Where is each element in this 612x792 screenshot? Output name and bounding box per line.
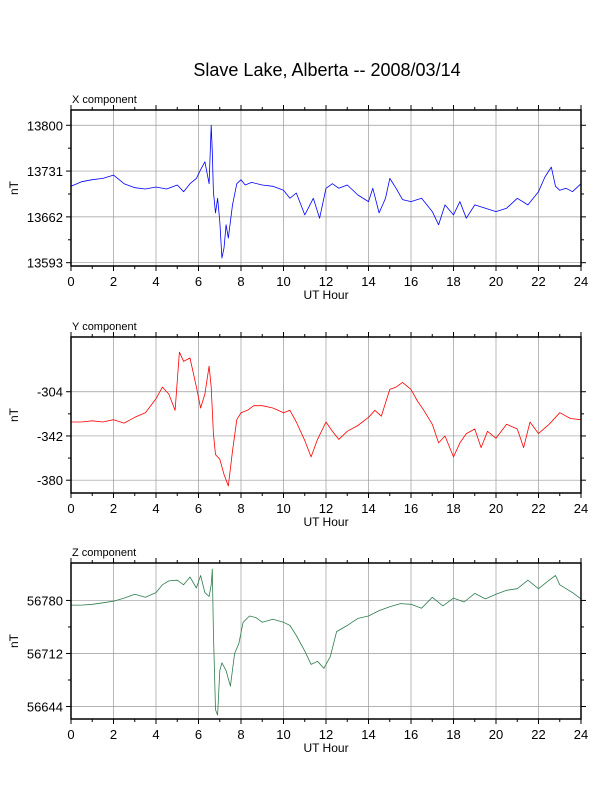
y-tick-label: 13800 <box>27 118 63 133</box>
x-tick-label: 16 <box>404 501 418 516</box>
x-tick-label: 22 <box>531 727 545 742</box>
figure-title: Slave Lake, Alberta -- 2008/03/14 <box>193 60 460 80</box>
x-tick-label: 2 <box>110 501 117 516</box>
x-tick-label: 16 <box>404 274 418 289</box>
x-axis-title: UT Hour <box>303 288 348 302</box>
x-tick-label: 22 <box>531 274 545 289</box>
x-tick-label: 24 <box>574 274 588 289</box>
x-tick-label: 14 <box>361 501 375 516</box>
panel-label: Z component <box>72 547 136 559</box>
y-tick-label: -380 <box>37 473 63 488</box>
x-tick-label: 12 <box>319 501 333 516</box>
x-tick-label: 8 <box>237 727 244 742</box>
y-tick-label: 13731 <box>27 164 63 179</box>
y-tick-label: 56644 <box>27 700 63 715</box>
y-axis-title: nT <box>7 407 21 422</box>
x-tick-label: 24 <box>574 501 588 516</box>
x-tick-label: 10 <box>276 274 290 289</box>
panel-label: X component <box>72 94 137 106</box>
panel-label: Y component <box>72 321 137 333</box>
y-tick-label: 56712 <box>27 646 63 661</box>
x-tick-label: 20 <box>489 727 503 742</box>
y-tick-label: -342 <box>37 429 63 444</box>
y-axis-title: nT <box>7 180 21 195</box>
x-tick-label: 2 <box>110 727 117 742</box>
series-line-1 <box>71 568 582 716</box>
x-tick-label: 0 <box>67 274 74 289</box>
x-tick-label: 0 <box>67 727 74 742</box>
series-line-1 <box>71 351 582 487</box>
y-tick-label: 56780 <box>27 593 63 608</box>
x-tick-label: 2 <box>110 274 117 289</box>
x-tick-label: 12 <box>319 727 333 742</box>
x-tick-label: 4 <box>152 274 159 289</box>
x-tick-label: 14 <box>361 727 375 742</box>
x-tick-label: 10 <box>276 501 290 516</box>
x-tick-label: 14 <box>361 274 375 289</box>
series-line-1 <box>70 124 582 259</box>
y-tick-label: 13662 <box>27 210 63 225</box>
x-tick-label: 4 <box>152 501 159 516</box>
x-tick-label: 6 <box>195 727 202 742</box>
x-axis-title: UT Hour <box>303 741 348 755</box>
x-tick-label: 0 <box>67 501 74 516</box>
x-tick-label: 12 <box>319 274 333 289</box>
y-tick-label: 13593 <box>27 256 63 271</box>
x-tick-label: 6 <box>195 501 202 516</box>
x-tick-label: 18 <box>446 727 460 742</box>
x-tick-label: 16 <box>404 727 418 742</box>
x-tick-label: 10 <box>276 727 290 742</box>
x-tick-label: 18 <box>446 274 460 289</box>
x-axis-title: UT Hour <box>303 515 348 529</box>
x-tick-label: 20 <box>489 501 503 516</box>
x-tick-label: 18 <box>446 501 460 516</box>
y-axis-title: nT <box>7 633 21 648</box>
x-tick-label: 4 <box>152 727 159 742</box>
x-tick-label: 8 <box>237 274 244 289</box>
x-tick-label: 6 <box>195 274 202 289</box>
y-tick-label: -304 <box>37 385 63 400</box>
x-tick-label: 24 <box>574 727 588 742</box>
x-tick-label: 20 <box>489 274 503 289</box>
x-tick-label: 8 <box>237 501 244 516</box>
x-tick-label: 22 <box>531 501 545 516</box>
